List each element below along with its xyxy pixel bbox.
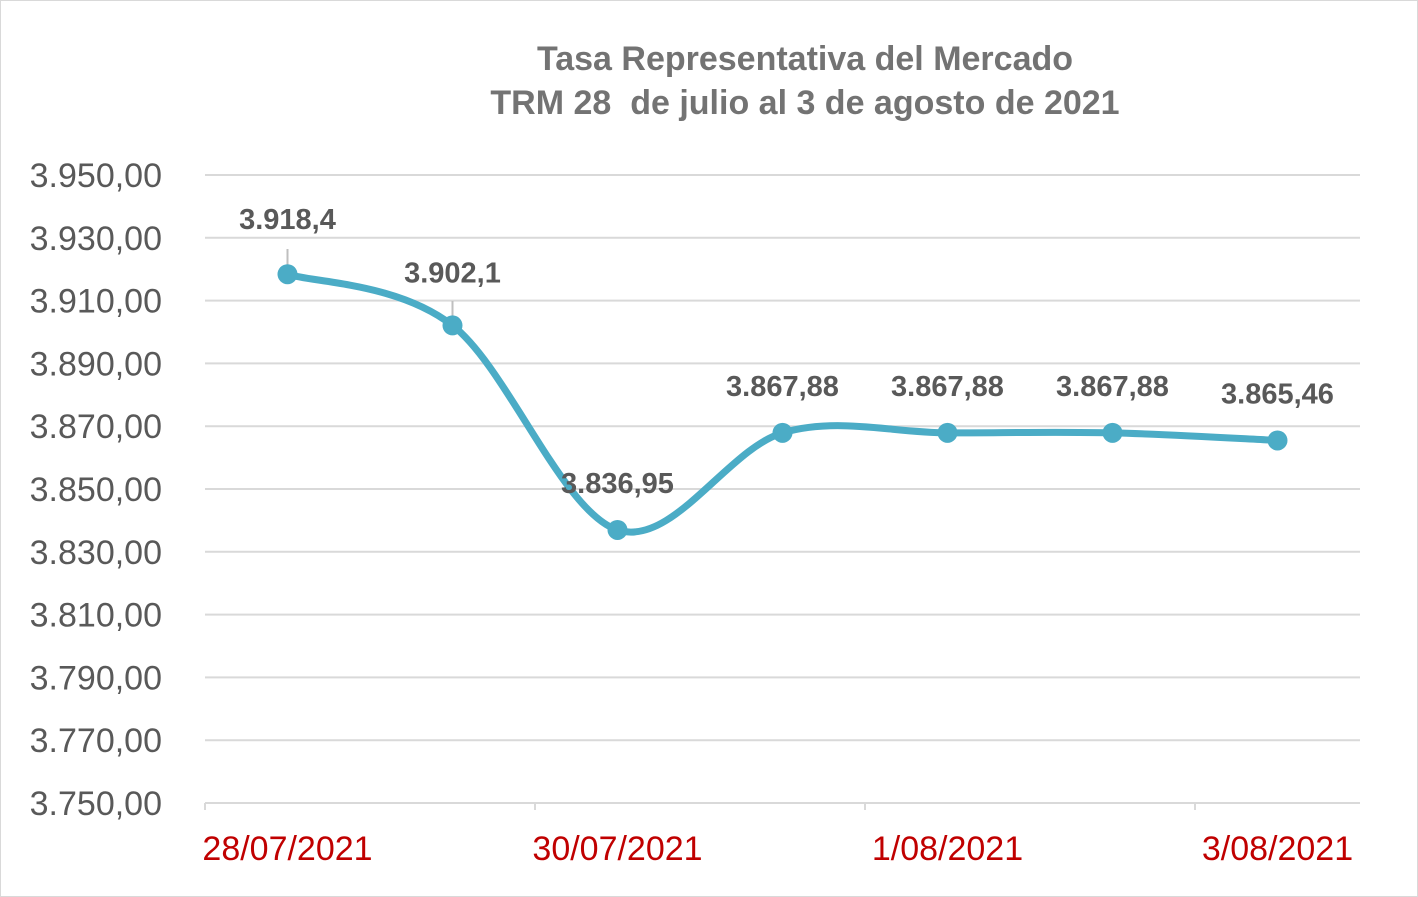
chart-subtitle: TRM 28 de julio al 3 de agosto de 2021 bbox=[490, 84, 1119, 122]
x-tick-label: 1/08/2021 bbox=[872, 830, 1023, 868]
data-label: 3.865,46 bbox=[1221, 378, 1334, 410]
y-tick-label: 3.850,00 bbox=[30, 471, 162, 509]
x-tick-label: 3/08/2021 bbox=[1202, 830, 1353, 868]
gridlines bbox=[205, 174, 1360, 742]
data-label: 3.867,88 bbox=[1056, 371, 1169, 403]
data-label: 3.867,88 bbox=[726, 371, 839, 403]
data-point bbox=[607, 519, 628, 540]
data-label: 3.867,88 bbox=[891, 371, 1004, 403]
chart-title: Tasa Representativa del Mercado bbox=[537, 40, 1073, 78]
y-tick-label: 3.750,00 bbox=[30, 785, 162, 823]
series-trm bbox=[277, 264, 1288, 540]
y-tick-label: 3.930,00 bbox=[30, 220, 162, 258]
y-tick-label: 3.810,00 bbox=[30, 597, 162, 635]
y-tick-label: 3.790,00 bbox=[30, 659, 162, 697]
y-tick-label: 3.890,00 bbox=[30, 345, 162, 383]
x-tick-label: 28/07/2021 bbox=[202, 830, 372, 868]
x-tick-label: 30/07/2021 bbox=[532, 830, 702, 868]
data-point bbox=[442, 315, 463, 336]
data-point bbox=[277, 264, 298, 285]
y-axis-ticks: 3.950,00 3.930,00 3.910,00 3.890,00 3.870,00… bbox=[30, 157, 162, 823]
data-point bbox=[772, 422, 793, 443]
data-point bbox=[1267, 430, 1288, 451]
x-axis: 28/07/2021 30/07/2021 1/08/2021 3/08/2021 bbox=[202, 802, 1360, 868]
data-label: 3.918,4 bbox=[239, 204, 336, 236]
y-tick-label: 3.910,00 bbox=[30, 283, 162, 321]
data-point bbox=[1102, 422, 1123, 443]
y-tick-label: 3.870,00 bbox=[30, 408, 162, 446]
y-tick-label: 3.950,00 bbox=[30, 157, 162, 195]
series-line bbox=[284, 270, 1281, 536]
data-point bbox=[937, 422, 958, 443]
data-label: 3.902,1 bbox=[404, 257, 501, 289]
y-tick-label: 3.830,00 bbox=[30, 534, 162, 572]
data-label: 3.836,95 bbox=[561, 468, 674, 500]
data-labels: 3.918,4 3.902,1 3.836,95 3.867,88 3.867,88 3.… bbox=[239, 204, 1334, 500]
y-tick-label: 3.770,00 bbox=[30, 722, 162, 760]
